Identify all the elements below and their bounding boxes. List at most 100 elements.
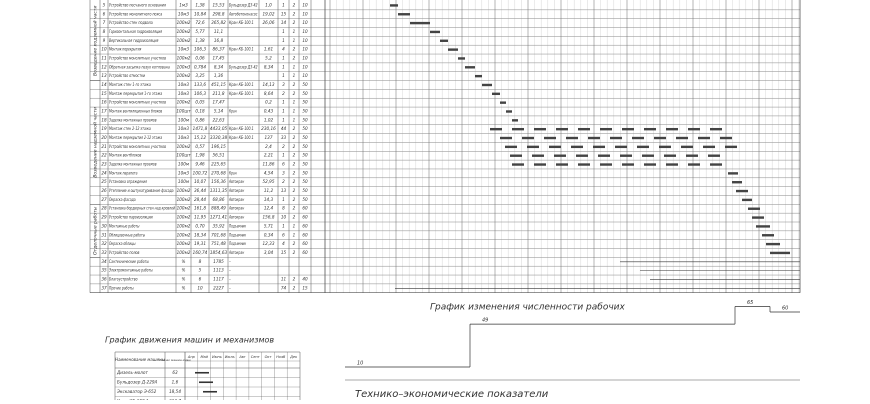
cell-machine: Автокран bbox=[228, 188, 244, 193]
cell-workers: 11 bbox=[281, 276, 287, 281]
cell-labor: 17,47 bbox=[213, 100, 225, 105]
gantt-bar bbox=[642, 154, 654, 157]
gantt-bar bbox=[490, 127, 502, 131]
cell-machine: Автобетононасос bbox=[228, 11, 258, 16]
cell-name: Устройство отмостки bbox=[109, 73, 145, 78]
gantt-bar bbox=[465, 66, 475, 69]
gantt-bar bbox=[532, 154, 544, 157]
cell-labor: 1311,35 bbox=[210, 188, 228, 193]
gantt-bar bbox=[534, 163, 546, 166]
cell-mshifts: 2,4 bbox=[265, 144, 272, 149]
cell-num: 30 bbox=[101, 223, 107, 228]
gantt-bar bbox=[512, 119, 518, 122]
cell-labor: 86,37 bbox=[213, 47, 225, 52]
cell-machine: Автокран bbox=[228, 206, 244, 211]
cell-unit: 10м3 bbox=[178, 47, 189, 52]
header-name: Наименование машины bbox=[115, 357, 165, 362]
cell-num: 12 bbox=[101, 64, 107, 69]
cell-num: 5 bbox=[103, 2, 106, 7]
cell-workers: 8 bbox=[282, 206, 285, 211]
cell-machine: Автокран bbox=[228, 197, 244, 202]
cell-name: Устройство монолитного пояса bbox=[109, 11, 163, 16]
cell-name: Устройство полов bbox=[109, 250, 140, 255]
cell-crew: 50 bbox=[302, 126, 308, 131]
cell-workers: 33 bbox=[281, 135, 287, 140]
gantt-bar bbox=[688, 163, 700, 166]
gantt-bar bbox=[762, 234, 774, 237]
cell-crew: 50 bbox=[302, 162, 308, 167]
cell-shifts: 2 bbox=[293, 179, 296, 184]
cell-machine: Кран КБ-100.1 bbox=[229, 91, 254, 96]
cell-qty: 15,12 bbox=[194, 135, 206, 140]
cell-unit: % bbox=[182, 285, 186, 290]
cell-crew: 60 bbox=[302, 250, 308, 255]
cell-qty: 5 bbox=[199, 268, 202, 273]
month-label: Апр bbox=[187, 355, 196, 359]
cell-mshifts: 52,95 bbox=[263, 179, 275, 184]
cell-name: Монтаж вентиляционных блоков bbox=[109, 109, 163, 114]
gantt-bar bbox=[527, 145, 539, 149]
cell-workers: 2 bbox=[282, 144, 285, 149]
cell-crew: 50 bbox=[302, 144, 308, 149]
cell-mshifts: 11,2 bbox=[264, 188, 274, 193]
cell-mshifts: 0,43 bbox=[264, 109, 274, 114]
cell-workers: 4 bbox=[282, 47, 285, 52]
cell-crew: 50 bbox=[302, 82, 308, 87]
gantt-bar bbox=[482, 83, 492, 87]
cell-mshifts: 230,16 bbox=[261, 126, 276, 131]
cell-labor: 2227 bbox=[213, 285, 224, 290]
cell-workers: 15 bbox=[281, 250, 287, 255]
cell-labor: 888,49 bbox=[211, 206, 226, 211]
cell-workers: 2 bbox=[282, 91, 285, 96]
cell-qty: 9,46 bbox=[195, 162, 205, 167]
cell-name: Сантехнические работы bbox=[109, 259, 149, 264]
cell-labor: 451,15 bbox=[211, 82, 226, 87]
cell-shifts: 1 bbox=[293, 232, 296, 237]
cell-workers: 1 bbox=[282, 38, 285, 43]
cell-unit: 100м2 bbox=[177, 144, 191, 149]
cell-crew: 10 bbox=[302, 47, 308, 52]
gantt-bar bbox=[766, 242, 780, 246]
cell-mshifts: 3,04 bbox=[264, 250, 274, 255]
cell-shifts: 2 bbox=[293, 135, 296, 140]
gantt-bar bbox=[549, 145, 561, 149]
cell-name: Благоустройство bbox=[109, 276, 138, 281]
cell-unit: 100м bbox=[178, 117, 189, 122]
machine-count: 18,54 bbox=[169, 389, 181, 394]
cell-crew: 15 bbox=[302, 285, 308, 290]
cell-machine: Кран КБ-100.1 bbox=[229, 126, 254, 131]
cell-num: 13 bbox=[101, 73, 107, 78]
cell-unit: 100м2 bbox=[177, 38, 191, 43]
cell-name: Обратная засыпка пазух котлована bbox=[109, 64, 170, 69]
section-label: Возведение подземной части bbox=[93, 5, 99, 76]
cell-crew: 60 bbox=[302, 241, 308, 246]
cell-workers: 44 bbox=[281, 126, 287, 131]
cell-machine: Подъемник bbox=[229, 223, 246, 228]
cell-workers: 74 bbox=[281, 285, 287, 290]
cell-name: Устройство стен подвала bbox=[109, 20, 153, 25]
gantt-bar bbox=[448, 48, 458, 51]
cell-labor: 11,1 bbox=[214, 29, 224, 34]
month-label: Дек bbox=[289, 355, 298, 359]
cell-labor: 22,63 bbox=[213, 117, 225, 122]
cell-shifts: 2 bbox=[293, 170, 296, 175]
cell-qty: 6 bbox=[199, 276, 202, 281]
gantt-bar bbox=[440, 39, 448, 42]
cell-unit: 100м2 bbox=[177, 197, 191, 202]
cell-crew: 50 bbox=[302, 188, 308, 193]
cell-workers: 1 bbox=[282, 109, 285, 114]
gantt-bar bbox=[458, 57, 465, 60]
cell-crew: 10 bbox=[302, 64, 308, 69]
section-label: Отделочные работы bbox=[93, 206, 99, 255]
cell-workers: 1 bbox=[282, 153, 285, 158]
cell-num: 18 bbox=[101, 117, 107, 122]
cell-mshifts: 1,61 bbox=[264, 47, 274, 52]
cell-crew: 10 bbox=[302, 55, 308, 60]
cell-qty: 36,44 bbox=[194, 188, 206, 193]
cell-shifts: 1 bbox=[293, 73, 296, 78]
cell-unit: % bbox=[182, 268, 186, 273]
cell-mshifts: 11,86 bbox=[263, 162, 275, 167]
cell-qty: 106,3 bbox=[194, 47, 206, 52]
cell-workers: 2 bbox=[282, 179, 285, 184]
cell-shifts: 2 bbox=[293, 144, 296, 149]
